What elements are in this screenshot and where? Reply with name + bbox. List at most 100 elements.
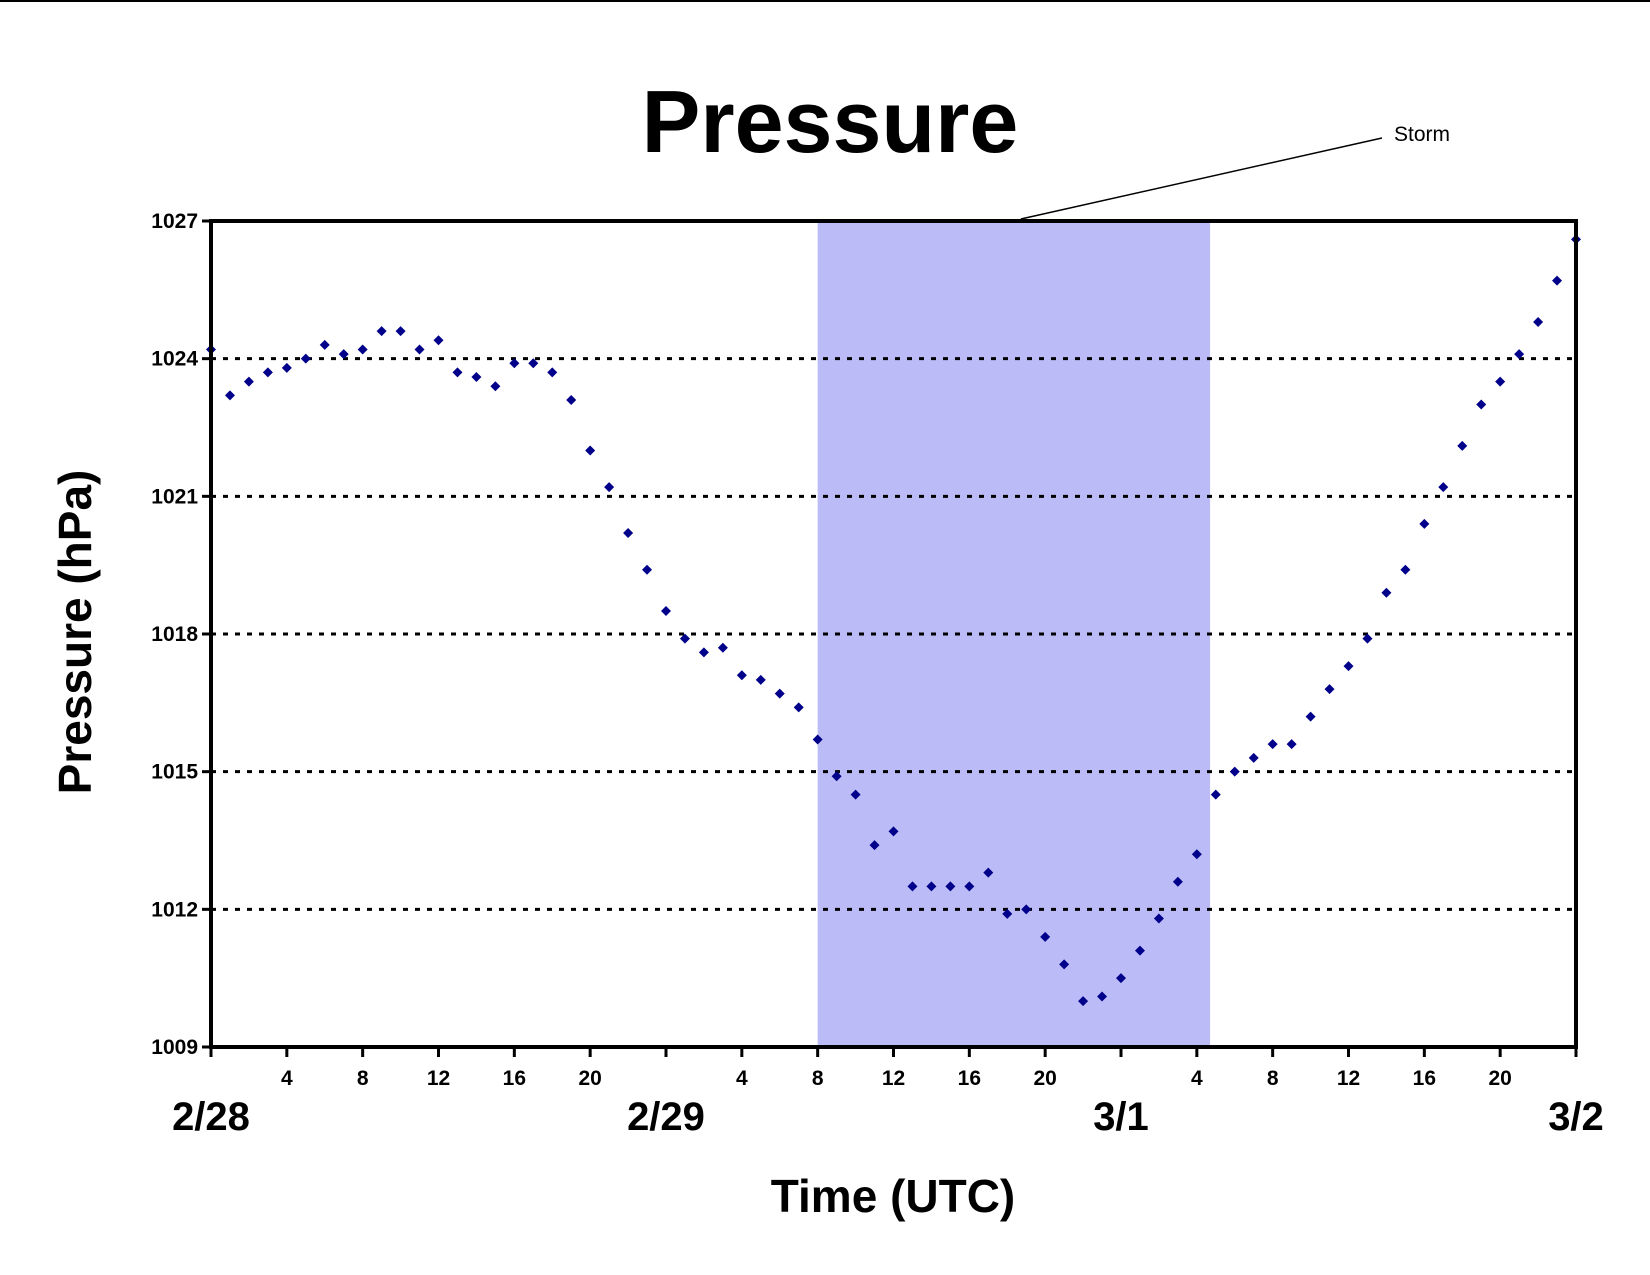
data-point-36 — [888, 826, 899, 837]
data-point-23 — [642, 564, 653, 575]
x-axis-label: Time (UTC) — [771, 1170, 1016, 1222]
data-point-58 — [1305, 711, 1316, 722]
data-point-32 — [812, 734, 823, 745]
data-point-62 — [1381, 587, 1392, 598]
data-point-13 — [452, 367, 463, 378]
data-point-7 — [338, 349, 349, 360]
x-tick-label-52: 4 — [1191, 1067, 1203, 1090]
data-point-31 — [793, 702, 804, 713]
data-point-68 — [1495, 376, 1506, 387]
data-point-50 — [1153, 913, 1164, 924]
data-point-11 — [414, 344, 425, 355]
y-tick-label-1015: 1015 — [151, 761, 198, 784]
data-point-30 — [774, 688, 785, 699]
x-tick-label-40: 16 — [958, 1067, 981, 1090]
data-point-66 — [1457, 440, 1468, 451]
data-point-67 — [1476, 399, 1487, 410]
data-point-71 — [1552, 275, 1563, 286]
data-point-56 — [1267, 739, 1278, 750]
data-point-54 — [1229, 766, 1240, 777]
data-point-59 — [1324, 684, 1335, 695]
data-point-26 — [698, 647, 709, 658]
data-point-35 — [869, 840, 880, 851]
data-point-37 — [907, 881, 918, 892]
data-point-20 — [585, 445, 596, 456]
data-point-3 — [262, 367, 273, 378]
data-point-42 — [1002, 908, 1013, 919]
day-label-72: 3/2 — [1548, 1095, 1604, 1139]
y-axis-label: Pressure (hPa) — [49, 470, 101, 795]
data-point-9 — [376, 326, 387, 337]
data-point-49 — [1134, 945, 1145, 956]
day-label-0: 2/28 — [172, 1095, 250, 1139]
data-point-28 — [736, 670, 747, 681]
x-tick-label-36: 12 — [882, 1067, 905, 1090]
data-point-48 — [1116, 973, 1126, 984]
data-point-60 — [1343, 661, 1354, 672]
data-point-51 — [1172, 876, 1183, 887]
x-tick-label-28: 4 — [736, 1067, 748, 1090]
data-point-63 — [1400, 564, 1411, 575]
x-tick-label-56: 8 — [1267, 1067, 1279, 1090]
data-point-2 — [243, 376, 254, 387]
data-point-44 — [1040, 931, 1051, 942]
data-point-1 — [224, 390, 235, 401]
data-point-69 — [1514, 349, 1525, 360]
data-point-33 — [831, 771, 842, 782]
x-tick-label-8: 8 — [357, 1067, 369, 1090]
x-tick-label-4: 4 — [281, 1067, 293, 1090]
x-tick-label-44: 20 — [1033, 1067, 1056, 1090]
data-point-55 — [1248, 752, 1259, 763]
x-tick-label-12: 12 — [427, 1067, 450, 1090]
data-point-21 — [604, 482, 615, 493]
data-point-47 — [1097, 991, 1108, 1002]
data-point-4 — [281, 362, 292, 373]
x-tick-label-60: 12 — [1337, 1067, 1360, 1090]
storm-annotation-leader — [1020, 137, 1383, 220]
x-tick-label-32: 8 — [812, 1067, 824, 1090]
y-tick-label-1009: 1009 — [151, 1036, 198, 1059]
storm-annotation-label: Storm — [1394, 123, 1450, 146]
data-point-41 — [983, 867, 994, 878]
data-point-24 — [661, 606, 671, 617]
data-point-14 — [471, 372, 482, 383]
y-tick-label-1024: 1024 — [151, 348, 198, 371]
y-tick-label-1012: 1012 — [151, 898, 198, 921]
data-point-29 — [755, 674, 766, 685]
data-point-34 — [850, 789, 861, 800]
day-label-48: 3/1 — [1093, 1095, 1149, 1139]
data-point-40 — [964, 881, 975, 892]
x-axis-ticks: 4 8 12 16 20 4 8 12 16 20 4 8 12 16 20 — [209, 1047, 1578, 1090]
data-point-52 — [1191, 849, 1202, 860]
data-point-22 — [623, 528, 634, 539]
data-point-46 — [1078, 996, 1089, 1007]
chart-title: Pressure — [642, 72, 1019, 171]
data-point-6 — [319, 339, 330, 350]
data-point-45 — [1059, 959, 1070, 970]
storm-annotation: Storm — [1020, 123, 1450, 220]
data-point-38 — [926, 881, 937, 892]
data-point-25 — [679, 633, 690, 644]
y-tick-label-1021: 1021 — [151, 485, 198, 508]
data-point-65 — [1438, 482, 1449, 493]
data-point-18 — [547, 367, 558, 378]
x-tick-label-68: 20 — [1488, 1067, 1511, 1090]
data-point-27 — [717, 642, 728, 653]
data-point-10 — [395, 326, 406, 337]
y-tick-label-1018: 1018 — [151, 623, 198, 646]
data-points — [206, 234, 1581, 1007]
data-point-12 — [433, 335, 444, 346]
day-labels: 2/28 2/29 3/1 3/2 — [172, 1095, 1604, 1139]
x-tick-label-20: 20 — [578, 1067, 601, 1090]
data-point-39 — [945, 881, 956, 892]
data-point-43 — [1021, 904, 1032, 915]
data-point-64 — [1419, 518, 1430, 529]
x-tick-label-16: 16 — [503, 1067, 526, 1090]
x-tick-label-64: 16 — [1413, 1067, 1436, 1090]
data-point-19 — [566, 394, 577, 405]
data-point-16 — [509, 358, 520, 369]
data-point-53 — [1210, 789, 1221, 800]
y-axis-ticks: 1009 1012 1015 1018 1021 1024 1027 — [151, 210, 211, 1059]
data-point-57 — [1286, 739, 1297, 750]
data-point-15 — [490, 381, 501, 392]
